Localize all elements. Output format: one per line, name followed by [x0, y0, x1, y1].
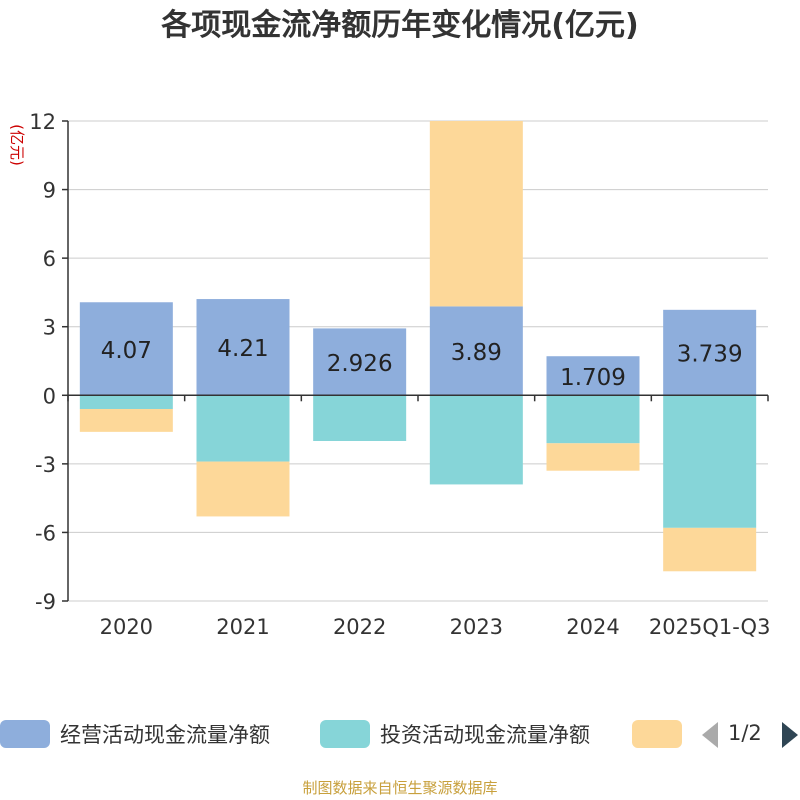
legend-label-operating: 经营活动现金流量净额 [60, 723, 270, 747]
bar-investing-2 [313, 395, 407, 441]
x-tick-label-2: 2022 [333, 615, 386, 639]
y-tick-label: -9 [35, 590, 56, 614]
bar-investing-4 [546, 395, 640, 444]
y-tick-label: 12 [29, 110, 56, 134]
y-axis-label: (亿元) [8, 124, 26, 166]
x-tick-label-1: 2021 [216, 615, 269, 639]
legend-label-investing: 投资活动现金流量净额 [380, 723, 590, 747]
bar-financing-5 [663, 527, 757, 572]
bar-operating-0 [79, 302, 173, 396]
y-tick-label: 6 [43, 247, 56, 271]
y-tick-label: 9 [43, 179, 56, 203]
y-tick-label: -3 [35, 453, 56, 477]
bar-financing-1 [196, 461, 290, 517]
bar-investing-0 [79, 395, 173, 409]
y-tick-label: -6 [35, 521, 56, 545]
legend-swatch-operating [0, 720, 50, 748]
y-tick-label: 0 [43, 384, 56, 408]
x-tick-label-3: 2023 [450, 615, 503, 639]
bar-operating-4 [546, 356, 640, 396]
data-label-3: 3.89 [451, 340, 502, 366]
data-label-1: 4.21 [217, 336, 268, 362]
bar-financing-0 [79, 409, 173, 432]
legend-page-indicator: 1/2 [728, 721, 762, 745]
bar-financing-3 [429, 121, 523, 307]
legend-swatch-financing [632, 720, 682, 748]
data-label-5: 3.739 [677, 342, 743, 368]
bar-investing-1 [196, 395, 290, 462]
x-tick-label-0: 2020 [100, 615, 153, 639]
x-tick-label-5: 2025Q1-Q3 [649, 615, 771, 639]
bar-investing-5 [663, 395, 757, 528]
legend: 经营活动现金流量净额 投资活动现金流量净额 [0, 714, 800, 754]
chart-title: 各项现金流净额历年变化情况(亿元) [161, 8, 639, 43]
bar-financing-4 [546, 443, 640, 471]
bar-operating-1 [196, 299, 290, 396]
bar-operating-5 [663, 309, 757, 396]
bar-operating-2 [313, 328, 407, 396]
x-tick-label-4: 2024 [566, 615, 619, 639]
y-tick-label: 3 [43, 316, 56, 340]
data-label-4: 1.709 [560, 365, 626, 391]
data-label-2: 2.926 [327, 351, 393, 377]
legend-next-page-icon[interactable] [782, 722, 798, 748]
data-label-0: 4.07 [101, 338, 152, 364]
legend-swatch-investing [320, 720, 370, 748]
legend-prev-page-icon[interactable] [702, 722, 718, 748]
data-source-note: 制图数据来自恒生聚源数据库 [302, 779, 498, 797]
bar-investing-3 [429, 395, 523, 485]
bar-operating-3 [429, 306, 523, 396]
